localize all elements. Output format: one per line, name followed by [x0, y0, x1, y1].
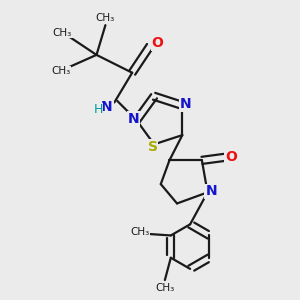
- Text: CH₃: CH₃: [96, 13, 115, 23]
- Text: CH₃: CH₃: [53, 28, 72, 38]
- Text: O: O: [225, 150, 237, 164]
- Text: N: N: [101, 100, 113, 114]
- Text: N: N: [205, 184, 217, 199]
- Text: CH₃: CH₃: [130, 227, 149, 238]
- Text: H: H: [93, 103, 103, 116]
- Text: S: S: [148, 140, 158, 154]
- Text: CH₃: CH₃: [155, 284, 175, 293]
- Text: CH₃: CH₃: [51, 66, 70, 76]
- Text: N: N: [180, 97, 192, 111]
- Text: N: N: [128, 112, 140, 126]
- Text: O: O: [152, 36, 164, 50]
